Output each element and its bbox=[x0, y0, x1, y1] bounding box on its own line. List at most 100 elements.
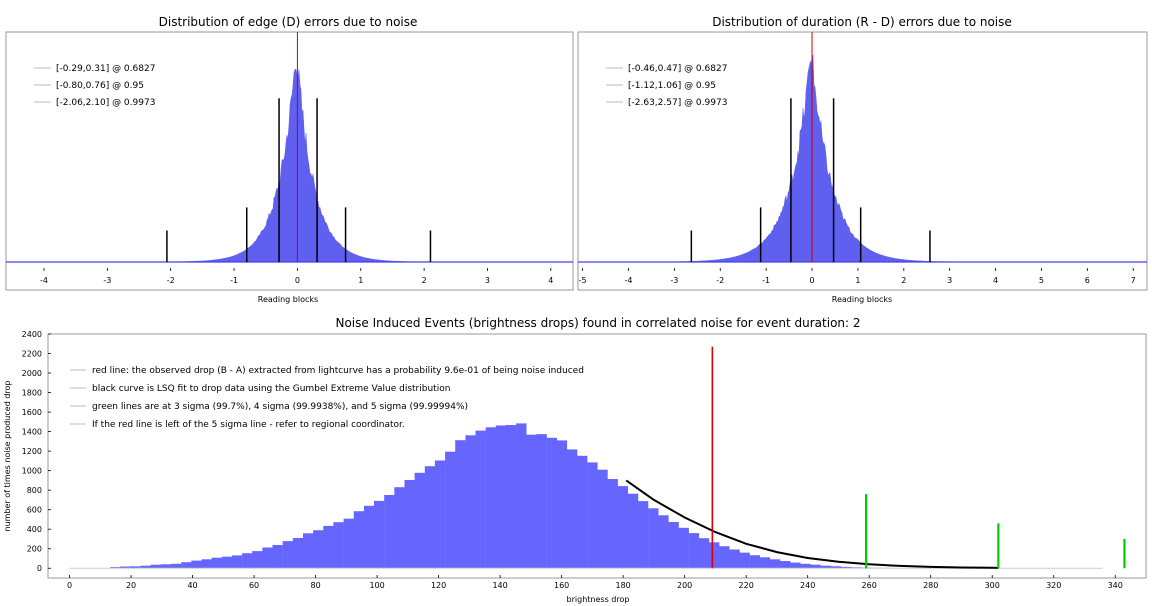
y-axis-label: number of times noise produced drop bbox=[3, 381, 12, 532]
legend-entry: [-0.46,0.47] @ 0.6827 bbox=[628, 64, 727, 74]
edge-error-distribution-chart: Distribution of edge (D) errors due to n… bbox=[5, 15, 574, 304]
histogram-bar bbox=[445, 451, 456, 569]
histogram-bar bbox=[495, 425, 507, 569]
histogram-bar bbox=[181, 562, 192, 569]
legend: [-0.46,0.47] @ 0.6827 [-1.12,1.06] @ 0.95… bbox=[606, 64, 727, 108]
histogram-bar bbox=[658, 515, 669, 569]
x-tick-label: 2 bbox=[901, 276, 906, 285]
histogram-bar bbox=[648, 508, 659, 569]
x-tick-label: 240 bbox=[800, 581, 815, 590]
legend-entry: [-2.06,2.10] @ 0.9973 bbox=[56, 98, 155, 108]
y-tick-label: 800 bbox=[27, 486, 42, 495]
x-tick-label: 120 bbox=[431, 581, 446, 590]
x-axis: -4 -3 -2 -1 0 1 2 3 4 bbox=[40, 268, 553, 285]
histogram-bar bbox=[211, 557, 222, 569]
histogram-bar bbox=[536, 434, 547, 569]
y-tick-label: 1200 bbox=[22, 447, 42, 456]
x-axis-label: Reading blocks bbox=[258, 295, 318, 304]
y-tick-label: 2000 bbox=[22, 369, 42, 378]
histogram-bar bbox=[363, 505, 375, 569]
histogram-bar bbox=[323, 525, 334, 569]
plot-frame bbox=[577, 31, 1148, 291]
histogram-bar bbox=[110, 567, 121, 569]
histogram-bar bbox=[414, 472, 425, 569]
histogram-bar bbox=[353, 511, 365, 569]
histogram-bar bbox=[140, 565, 151, 569]
histogram-bar bbox=[404, 480, 415, 569]
legend-entry: red line: the observed drop (B - A) extr… bbox=[92, 366, 584, 376]
x-tick-label: -2 bbox=[167, 276, 175, 285]
x-tick-label: 1 bbox=[358, 276, 363, 285]
y-tick-label: 1400 bbox=[22, 428, 42, 437]
x-tick-label: 5 bbox=[1039, 276, 1044, 285]
x-tick-label: 300 bbox=[985, 581, 1000, 590]
histogram-bar bbox=[566, 449, 578, 569]
histogram-bar bbox=[231, 555, 243, 569]
histogram-bar bbox=[465, 435, 476, 569]
histogram-bar bbox=[587, 462, 598, 569]
histogram-bar bbox=[719, 546, 730, 569]
histogram-bar bbox=[637, 501, 649, 569]
histogram-bar bbox=[384, 495, 395, 569]
x-tick-label: 0 bbox=[809, 276, 814, 285]
x-tick-label: 100 bbox=[369, 581, 384, 590]
x-tick-label: 40 bbox=[187, 581, 197, 590]
duration-error-distribution-chart: Distribution of duration (R - D) errors … bbox=[577, 15, 1148, 304]
x-tick-label: -1 bbox=[230, 276, 238, 285]
x-tick-label: 160 bbox=[554, 581, 569, 590]
histogram-bar bbox=[678, 527, 689, 569]
chart-title: Noise Induced Events (brightness drops) … bbox=[335, 316, 860, 330]
histogram-bar bbox=[313, 530, 324, 569]
y-tick-label: 400 bbox=[27, 525, 42, 534]
x-tick-label: 4 bbox=[548, 276, 553, 285]
x-tick-label: 80 bbox=[310, 581, 320, 590]
histogram-bar bbox=[759, 557, 771, 569]
y-tick-label: 600 bbox=[27, 506, 42, 515]
histogram-bars bbox=[578, 55, 1147, 263]
histogram-bar bbox=[688, 533, 700, 569]
x-axis: -5 -4 -3 -2 -1 0 1 2 3 4 5 6 7 bbox=[579, 268, 1136, 285]
histogram-bar bbox=[709, 542, 720, 569]
histogram-bars bbox=[69, 423, 1103, 569]
x-tick-label: -4 bbox=[624, 276, 632, 285]
histogram-bar bbox=[282, 541, 294, 569]
histogram-bar bbox=[455, 440, 466, 569]
histogram-bar bbox=[160, 564, 172, 569]
histogram-bar bbox=[130, 566, 141, 569]
histogram-bar bbox=[424, 466, 436, 569]
histogram-bar bbox=[526, 434, 537, 569]
histogram-bar bbox=[171, 563, 182, 569]
legend-entry: [-2.63,2.57] @ 0.9973 bbox=[628, 98, 727, 108]
x-tick-label: -2 bbox=[716, 276, 724, 285]
chart-title: Distribution of duration (R - D) errors … bbox=[712, 15, 1012, 29]
histogram-bar bbox=[303, 533, 314, 569]
histogram-bar bbox=[434, 460, 446, 569]
y-tick-label: 2200 bbox=[22, 350, 42, 359]
histogram-bar bbox=[221, 556, 233, 569]
histogram-bar bbox=[272, 545, 283, 569]
legend-entry: green lines are at 3 sigma (99.7%), 4 si… bbox=[92, 402, 468, 412]
interval-lines bbox=[690, 32, 931, 262]
histogram-bar bbox=[292, 538, 304, 569]
legend-entry: [-0.29,0.31] @ 0.6827 bbox=[56, 64, 155, 74]
x-tick-label: 2 bbox=[422, 276, 427, 285]
histogram-bar bbox=[343, 518, 354, 569]
histogram-bar bbox=[617, 486, 628, 569]
gumbel-fit-curve bbox=[625, 479, 999, 569]
histogram-bar bbox=[729, 549, 740, 569]
histogram-bar bbox=[780, 561, 791, 569]
y-tick-label: 2400 bbox=[22, 330, 42, 339]
x-tick-label: 340 bbox=[1108, 581, 1123, 590]
histogram-bar bbox=[597, 469, 608, 569]
x-tick-label: 220 bbox=[739, 581, 754, 590]
legend-entry: [-0.80,0.76] @ 0.95 bbox=[56, 81, 144, 91]
histogram-bar bbox=[739, 552, 750, 569]
histogram-bar bbox=[191, 560, 202, 569]
chart-title: Distribution of edge (D) errors due to n… bbox=[159, 15, 418, 29]
histogram-bar bbox=[830, 566, 842, 569]
overlay-lines bbox=[625, 346, 1126, 569]
histogram-bar bbox=[150, 564, 162, 569]
x-tick-label: 0 bbox=[67, 581, 72, 590]
x-tick-label: 4 bbox=[993, 276, 998, 285]
